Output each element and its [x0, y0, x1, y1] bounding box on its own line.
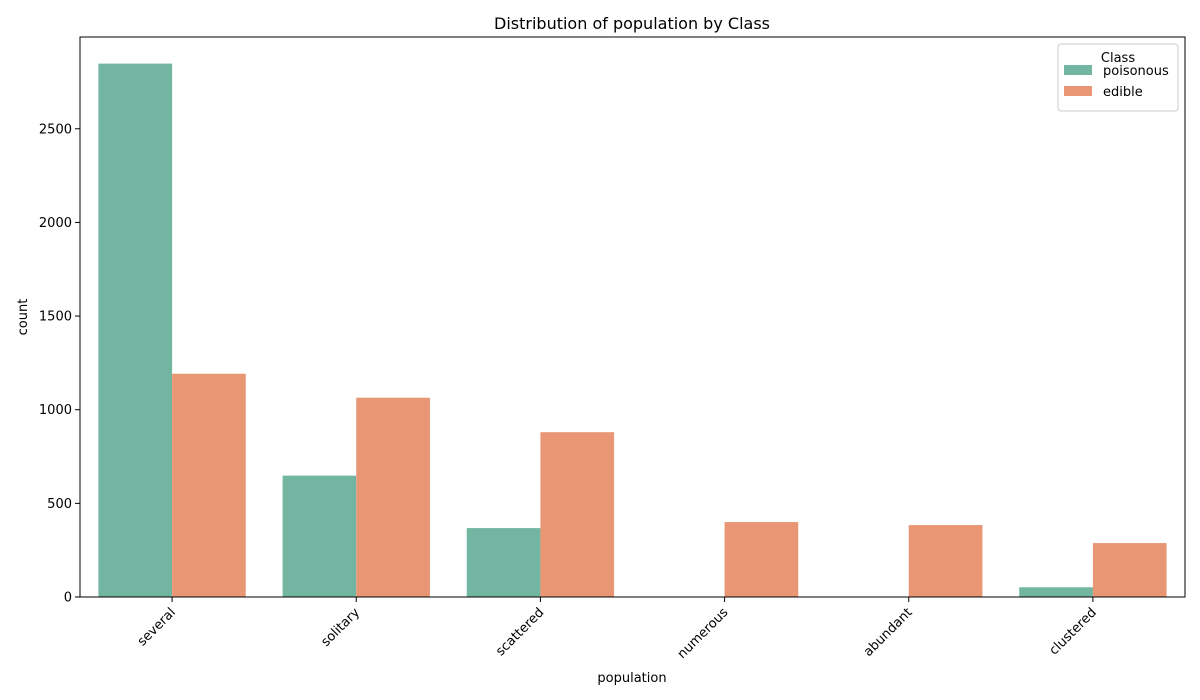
- bar-edible-scattered: [540, 432, 615, 597]
- x-tick-label: abundant: [861, 605, 916, 660]
- plot-frame: [79, 36, 1186, 598]
- legend: Class poisonous edible: [1057, 43, 1179, 112]
- legend-swatch-poisonous: [1064, 65, 1092, 75]
- legend-label-poisonous: poisonous: [1103, 64, 1169, 79]
- y-tick-label: 1500: [39, 310, 72, 325]
- legend-title: Class: [1101, 51, 1135, 66]
- x-tick-label: solitary: [318, 605, 363, 650]
- chart-title: Distribution of population by Class: [494, 14, 770, 33]
- bar-edible-several: [172, 373, 246, 597]
- bar-edible-abundant: [908, 525, 983, 597]
- x-tick-label: clustered: [1047, 605, 1100, 658]
- bar-poisonous-clustered: [1019, 587, 1093, 597]
- bar-poisonous-solitary: [282, 475, 357, 597]
- y-tick-label: 2000: [39, 216, 72, 231]
- bar-edible-clustered: [1092, 543, 1167, 597]
- x-axis-title: population: [597, 671, 666, 686]
- y-tick-label: 0: [64, 591, 72, 606]
- legend-swatch-edible: [1064, 86, 1092, 96]
- bar-poisonous-several: [98, 63, 173, 598]
- legend-label-edible: edible: [1103, 85, 1143, 100]
- plot-area: 0 500 1000 1500 2000 2500 several solitary scatt…: [39, 36, 1186, 662]
- x-tick-label: numerous: [675, 605, 732, 662]
- y-tick-label: 2500: [39, 122, 72, 137]
- y-axis-title: count: [16, 299, 31, 336]
- y-tick-label: 1000: [39, 403, 72, 418]
- y-tick-label: 500: [47, 497, 72, 512]
- bar-edible-numerous: [724, 522, 799, 597]
- bar-poisonous-scattered: [466, 528, 541, 597]
- x-tick-label: several: [135, 605, 179, 649]
- bar-edible-solitary: [356, 397, 430, 597]
- x-tick-label: scattered: [493, 605, 547, 659]
